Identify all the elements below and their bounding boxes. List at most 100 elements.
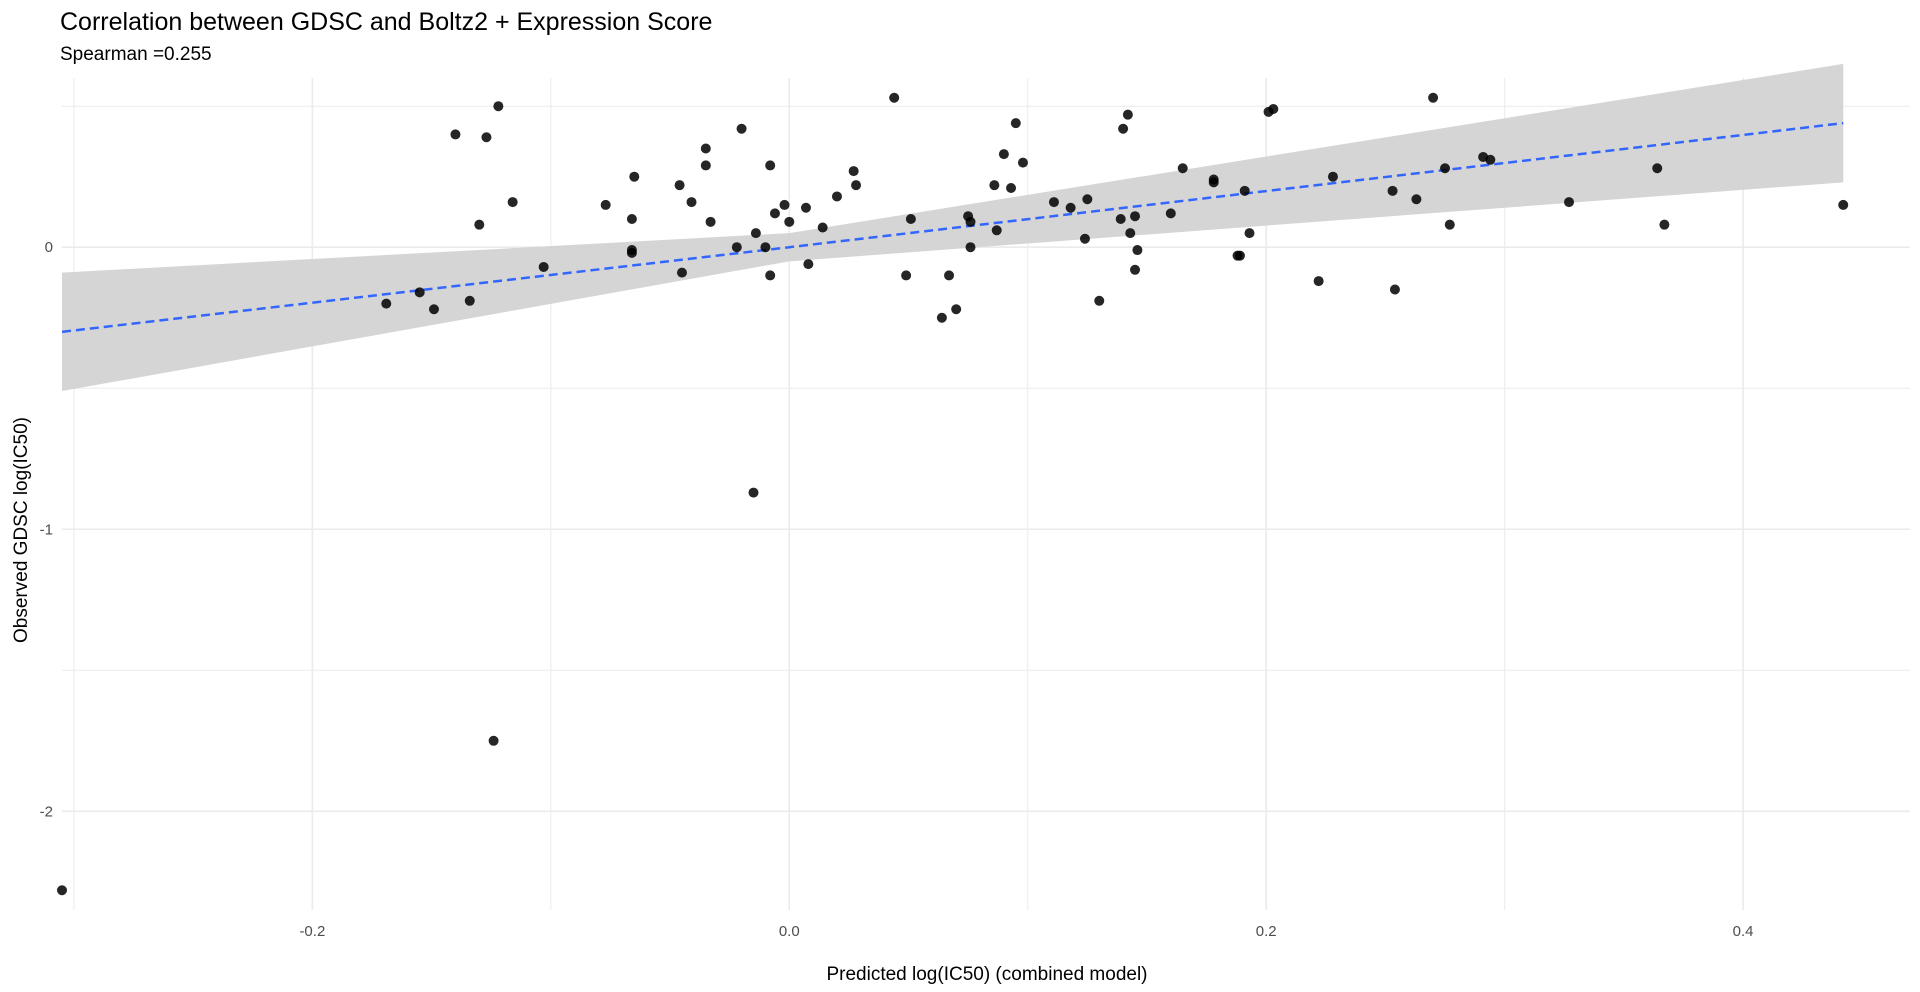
- data-point: [889, 92, 900, 103]
- data-point: [1268, 104, 1279, 115]
- data-point: [674, 180, 685, 191]
- x-tick-label: 0.4: [1733, 923, 1754, 940]
- x-tick-label: -0.2: [299, 923, 325, 940]
- data-point: [686, 197, 697, 208]
- data-point: [1239, 185, 1250, 196]
- data-point: [1244, 228, 1255, 239]
- x-axis-title: Predicted log(IC50) (combined model): [826, 964, 1147, 985]
- data-point: [700, 143, 711, 154]
- y-tick-label: -2: [40, 803, 53, 820]
- data-point: [851, 180, 862, 191]
- y-axis-title: Observed GDSC log(IC50): [11, 417, 32, 643]
- data-point: [991, 225, 1002, 236]
- data-point: [1208, 174, 1219, 185]
- data-point: [989, 180, 1000, 191]
- data-point: [1177, 163, 1188, 174]
- data-point: [1652, 163, 1663, 174]
- data-point: [1048, 197, 1059, 208]
- data-point: [765, 270, 776, 281]
- data-point: [428, 304, 439, 315]
- data-point: [474, 219, 485, 230]
- y-tick-label: 0: [45, 239, 53, 256]
- data-point: [951, 304, 962, 315]
- data-point: [965, 242, 976, 253]
- fit-line-layer: [61, 121, 1844, 334]
- data-point: [705, 216, 716, 227]
- regression-line: [61, 121, 1844, 334]
- data-point: [1130, 264, 1141, 275]
- data-point: [1411, 194, 1422, 205]
- data-point: [381, 298, 392, 309]
- data-point: [817, 222, 828, 233]
- data-point: [1313, 276, 1324, 287]
- data-point: [1122, 109, 1133, 120]
- data-point: [750, 228, 761, 239]
- data-point: [831, 191, 842, 202]
- data-point: [1130, 211, 1141, 222]
- data-point: [1065, 202, 1076, 213]
- data-point: [414, 287, 425, 298]
- data-point: [731, 242, 742, 253]
- data-point: [493, 101, 504, 112]
- data-point: [676, 267, 687, 278]
- data-point: [1485, 154, 1496, 165]
- data-point: [1118, 123, 1129, 134]
- chart-subtitle: Spearman =0.255: [60, 44, 212, 65]
- data-point: [779, 199, 790, 210]
- data-point: [905, 214, 916, 225]
- data-point: [803, 259, 814, 270]
- data-point: [1440, 163, 1451, 174]
- data-point: [901, 270, 912, 281]
- y-axis-ticks: -2 -1 0: [40, 239, 53, 820]
- data-point: [760, 242, 771, 253]
- data-point: [507, 197, 518, 208]
- data-point: [769, 208, 780, 219]
- data-point: [1234, 250, 1245, 261]
- data-point: [944, 270, 955, 281]
- data-point: [936, 312, 947, 323]
- data-point: [488, 735, 499, 746]
- data-point: [1082, 194, 1093, 205]
- data-point: [998, 149, 1009, 160]
- data-point: [736, 123, 747, 134]
- data-point: [629, 171, 640, 182]
- data-point: [848, 166, 859, 177]
- data-point: [765, 160, 776, 171]
- data-point: [1006, 182, 1017, 193]
- data-point: [700, 160, 711, 171]
- data-point: [538, 261, 549, 272]
- data-point: [1444, 219, 1455, 230]
- data-point: [1017, 157, 1028, 168]
- x-tick-label: 0.2: [1256, 923, 1277, 940]
- data-point: [1115, 214, 1126, 225]
- y-tick-label: -1: [40, 521, 53, 538]
- data-point: [464, 295, 475, 306]
- data-point: [1132, 245, 1143, 256]
- x-axis-ticks: -0.2 0.0 0.2 0.4: [299, 923, 1753, 940]
- data-point: [57, 885, 67, 896]
- data-point: [800, 202, 811, 213]
- x-tick-label: 0.0: [779, 923, 800, 940]
- data-point: [784, 216, 795, 227]
- data-point: [748, 487, 759, 498]
- data-point: [1389, 284, 1400, 295]
- data-point: [450, 129, 461, 140]
- data-point: [1428, 92, 1439, 103]
- data-point: [626, 247, 637, 258]
- data-point: [1387, 185, 1398, 196]
- data-point: [1838, 199, 1849, 210]
- data-point: [1327, 171, 1338, 182]
- data-point: [1010, 118, 1021, 129]
- data-point: [481, 132, 492, 143]
- data-point: [1125, 228, 1136, 239]
- data-point: [600, 199, 611, 210]
- data-point: [1659, 219, 1670, 230]
- data-point: [626, 214, 637, 225]
- data-point: [1079, 233, 1090, 244]
- data-point: [965, 216, 976, 227]
- chart-title: Correlation between GDSC and Boltz2 + Ex…: [60, 8, 713, 36]
- data-points: [57, 92, 1849, 896]
- data-point: [1094, 295, 1105, 306]
- data-point: [1564, 197, 1575, 208]
